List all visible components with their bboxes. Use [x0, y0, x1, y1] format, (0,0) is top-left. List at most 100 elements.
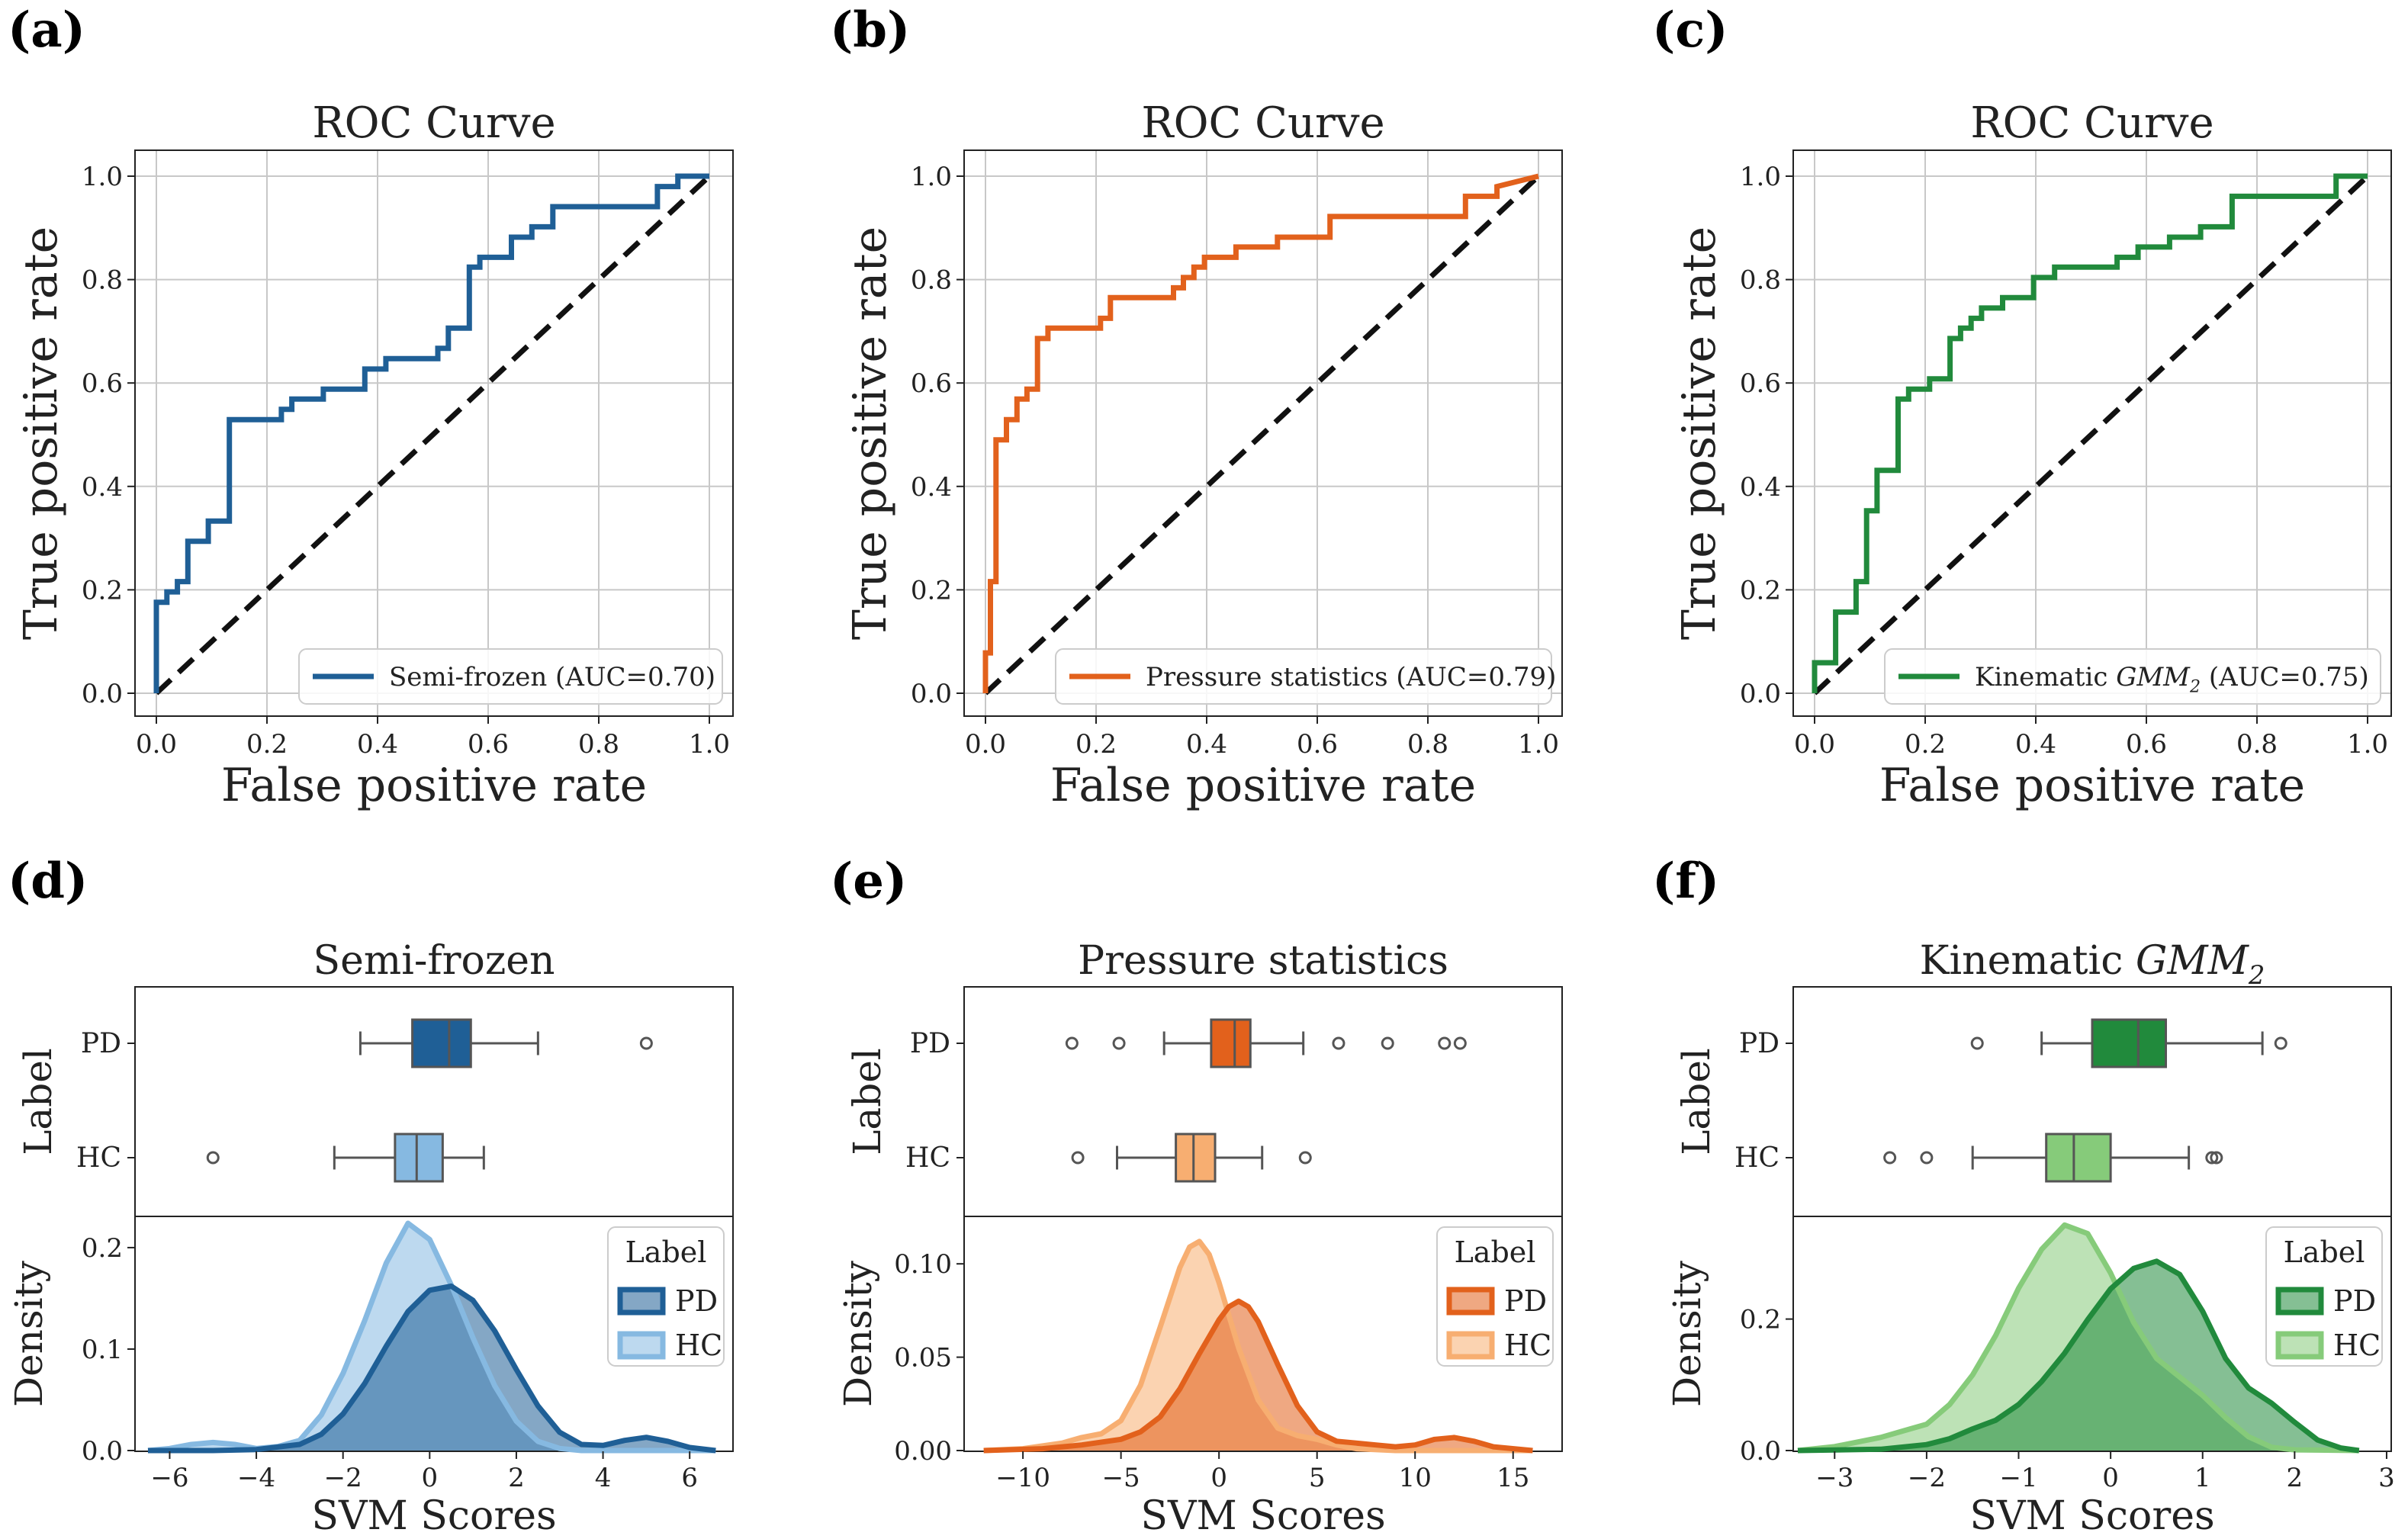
legend-text: Semi-frozen (AUC=0.70) — [389, 662, 715, 692]
x-tick-label: 6 — [681, 1463, 698, 1493]
category-label: HC — [1734, 1142, 1779, 1174]
legend-title: Label — [1455, 1235, 1536, 1269]
legend-title: Label — [625, 1235, 707, 1269]
category-label: HC — [76, 1142, 121, 1174]
chart-title: ROC Curve — [1141, 98, 1384, 148]
x-tick-label: −5 — [1102, 1463, 1140, 1493]
x-tick-label: 4 — [595, 1463, 612, 1493]
outlier-point — [1332, 1036, 1345, 1050]
legend-entry-hc: HC — [675, 1329, 722, 1362]
kde-frame — [134, 1216, 734, 1452]
box-y-axis-label: Label — [16, 1048, 60, 1155]
y-tick-label: 0.0 — [1740, 679, 1781, 709]
x-tick-label: −1 — [1999, 1463, 2037, 1493]
plot-frame — [963, 149, 1563, 717]
outlier-point — [206, 1151, 220, 1165]
x-tick-label: 1.0 — [1518, 729, 1559, 760]
outlier-point — [1453, 1036, 1467, 1050]
kde-area-pd — [983, 1301, 1533, 1451]
category-label: PD — [81, 1028, 121, 1059]
panel-label-e: (e) — [830, 853, 908, 910]
kde-line-pd — [983, 1298, 1533, 1454]
legend-swatch-pd — [2275, 1287, 2324, 1316]
x-tick-label: 1.0 — [2347, 729, 2388, 760]
x-tick-label: 0.2 — [246, 729, 288, 760]
y-axis-label: True positive rate — [844, 227, 897, 640]
roc-curve-line — [1812, 173, 2368, 693]
box-iqr — [2045, 1133, 2112, 1183]
x-tick-label: 1.0 — [689, 729, 730, 760]
legend-box — [1884, 648, 2381, 705]
kde-line-pd — [1797, 1258, 2360, 1454]
kde-line-hc — [147, 1220, 716, 1454]
y-tick-label: 0.10 — [894, 1249, 952, 1280]
x-axis-label: False positive rate — [1879, 759, 2305, 812]
kde-area-pd — [1798, 1261, 2359, 1451]
x-tick-label: 0.2 — [1075, 729, 1117, 760]
chart-title: ROC Curve — [312, 98, 555, 148]
legend-swatch-pd — [617, 1287, 666, 1316]
roc-curve-line — [153, 173, 709, 693]
x-tick-label: 0.4 — [1186, 729, 1227, 760]
outlier-point — [1438, 1036, 1452, 1050]
chance-diagonal — [1812, 174, 2370, 696]
chance-diagonal — [983, 174, 1541, 696]
legend-entry-pd: PD — [675, 1284, 718, 1318]
panel-label-f: (f) — [1652, 853, 1720, 910]
x-tick-label: 0 — [1210, 1463, 1227, 1493]
y-axis-label: True positive rate — [14, 227, 68, 640]
y-tick-label: 0.6 — [911, 368, 952, 399]
panel-label-b: (b) — [830, 2, 911, 59]
y-tick-label: 0.4 — [82, 472, 123, 503]
x-tick-label: 0.6 — [468, 729, 509, 760]
y-tick-label: 0.2 — [1740, 1305, 1781, 1335]
outlier-point — [1071, 1151, 1085, 1165]
x-axis-label: False positive rate — [221, 759, 647, 812]
y-tick-label: 0.0 — [82, 679, 123, 709]
y-tick-label: 0.0 — [1740, 1436, 1781, 1467]
y-tick-label: 0.6 — [82, 368, 123, 399]
x-tick-label: 10 — [1399, 1463, 1432, 1493]
kde-area-pd — [148, 1286, 716, 1451]
y-tick-label: 1.0 — [911, 162, 952, 192]
x-tick-label: 0.8 — [578, 729, 619, 760]
x-tick-label: 0.4 — [2015, 729, 2056, 760]
x-axis-label: SVM Scores — [1140, 1493, 1385, 1539]
box-iqr — [1175, 1133, 1217, 1183]
x-tick-label: −2 — [1908, 1463, 1946, 1493]
y-tick-label: 1.0 — [1740, 162, 1781, 192]
x-tick-label: 0 — [421, 1463, 438, 1493]
x-tick-label: 0.2 — [1905, 729, 1946, 760]
outlier-point — [2274, 1036, 2287, 1050]
x-tick-label: 0.0 — [1794, 729, 1835, 760]
outlier-point — [2210, 1151, 2223, 1165]
chart-title: Pressure statistics — [1078, 938, 1448, 984]
x-tick-label: 0.8 — [1407, 729, 1448, 760]
x-axis-label: SVM Scores — [1969, 1493, 2214, 1539]
legend-entry-pd: PD — [2333, 1284, 2376, 1318]
category-label: PD — [910, 1028, 950, 1059]
outlier-point — [639, 1036, 653, 1050]
kde-y-axis-label: Density — [1665, 1260, 1709, 1407]
y-tick-label: 0.2 — [911, 575, 952, 606]
legend-entry-hc: HC — [1504, 1329, 1551, 1362]
y-tick-label: 0.0 — [911, 679, 952, 709]
legend-text: Kinematic GMM2 (AUC=0.75) — [1975, 662, 2369, 697]
kde-line-hc — [1797, 1222, 2359, 1454]
plot-frame — [1792, 149, 2392, 717]
box-iqr — [1210, 1018, 1252, 1068]
outlier-point — [1883, 1151, 1897, 1165]
x-tick-label: 0.6 — [2126, 729, 2167, 760]
legend-swatch-pd — [1446, 1287, 1495, 1316]
x-axis-label: False positive rate — [1050, 759, 1476, 812]
x-tick-label: −3 — [1815, 1463, 1853, 1493]
y-tick-label: 0.8 — [911, 265, 952, 296]
outlier-point — [1970, 1036, 1984, 1050]
x-tick-label: 2 — [508, 1463, 525, 1493]
outlier-point — [1381, 1036, 1394, 1050]
outlier-point — [1065, 1036, 1079, 1050]
legend-box — [298, 648, 723, 705]
x-tick-label: −10 — [995, 1463, 1050, 1493]
x-tick-label: 0.6 — [1297, 729, 1338, 760]
